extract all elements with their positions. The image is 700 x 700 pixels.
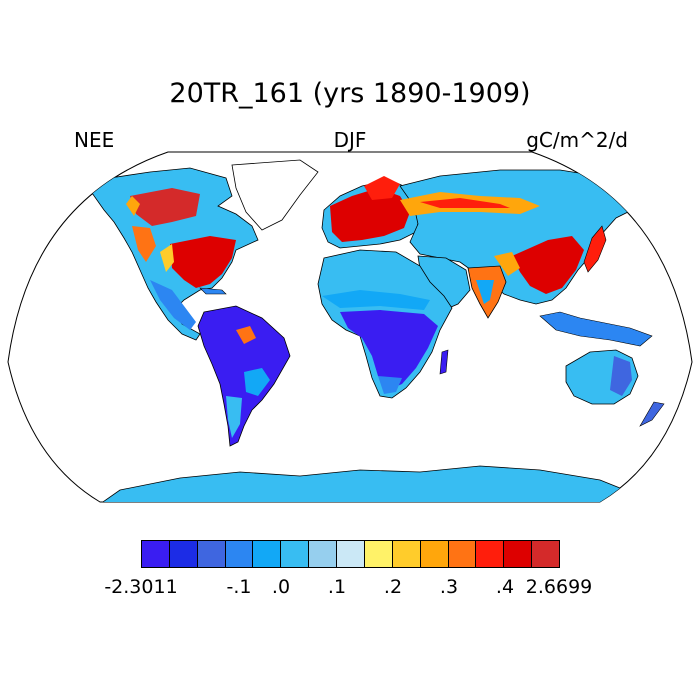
colorbar-tick-label: .1 <box>327 576 347 598</box>
europe-warm <box>330 188 410 242</box>
colorbar-box <box>141 540 170 568</box>
colorbar-box <box>280 540 310 568</box>
colorbar-box <box>531 540 560 568</box>
colorbar-box <box>363 540 393 568</box>
colorbar-box <box>252 540 282 568</box>
japan <box>583 225 607 273</box>
colorbar-box <box>224 540 254 568</box>
colorbar-tick-label: 2.6699 <box>525 576 593 598</box>
caribbean <box>199 287 227 295</box>
units-label: gC/m^2/d <box>526 128 628 152</box>
colorbar-box <box>308 540 338 568</box>
colorbar-tick-labels: -2.3011 -.1 .0 .1 .2 .3 .4 2.6699 <box>0 576 700 600</box>
colorbar-box <box>391 540 421 568</box>
eastern-us-warm-edge <box>160 244 174 272</box>
new-zealand <box>639 401 665 427</box>
colorbar-box <box>503 540 533 568</box>
siberia-warm-core <box>420 198 510 208</box>
canada-west-warm-edge <box>126 196 140 216</box>
colorbar-tick-label: .3 <box>439 576 459 598</box>
colorbar-box <box>447 540 477 568</box>
colorbar-tick-label: .2 <box>383 576 403 598</box>
colorbar-tick-label: -.1 <box>226 576 252 598</box>
colorbar-box <box>419 540 449 568</box>
antarctica-land <box>98 465 641 502</box>
scandinavia-warm <box>364 176 400 200</box>
south-africa-mixed <box>378 376 402 394</box>
argentina-cool <box>226 396 242 438</box>
south-america-land <box>197 305 291 447</box>
greenland <box>231 159 319 231</box>
east-asia-warm <box>512 236 584 294</box>
canada-west-warm <box>130 188 200 226</box>
brazil-cool <box>244 368 270 396</box>
eastern-us-warm <box>170 236 236 288</box>
colorbar-tick-label: .0 <box>271 576 291 598</box>
mexico-cool <box>150 280 196 330</box>
india-cool <box>476 280 494 304</box>
indonesia <box>539 311 653 347</box>
figure-title: 20TR_161 (yrs 1890-1909) <box>169 78 531 109</box>
madagascar <box>439 349 449 375</box>
season-label: DJF <box>333 128 367 152</box>
variable-label: NEE <box>74 128 115 152</box>
colorbar <box>141 540 560 568</box>
colorbar-box <box>196 540 226 568</box>
sahel-cool <box>322 290 430 310</box>
central-africa-strong-uptake <box>340 310 438 390</box>
china-warm-edge <box>494 252 520 276</box>
amazon-warm <box>236 326 256 344</box>
australia-east-uptake <box>610 356 632 396</box>
colorbar-box <box>168 540 198 568</box>
colorbar-box <box>475 540 505 568</box>
colorbar-tick-label: .4 <box>495 576 515 598</box>
western-us-warm <box>132 226 156 262</box>
colorbar-tick-label: -2.3011 <box>104 576 178 598</box>
colorbar-box <box>336 540 365 568</box>
